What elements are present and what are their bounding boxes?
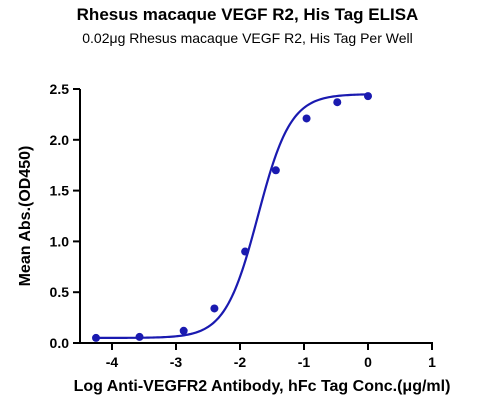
y-tick-label: 2.5 [50, 81, 70, 97]
data-point [333, 98, 342, 107]
data-point [92, 333, 100, 342]
y-axis-ticks: 0.0 0.5 1.0 1.5 2.0 2.5 [50, 81, 80, 351]
y-tick-label: 0.0 [50, 335, 70, 351]
data-point [179, 326, 188, 335]
data-point [271, 166, 280, 175]
data-point [364, 92, 372, 101]
data-point [241, 247, 250, 256]
y-axis-title: Mean Abs.(OD450) [17, 146, 34, 287]
y-tick-label: 1.0 [50, 233, 70, 249]
data-points [92, 92, 372, 342]
y-tick-label: 2.0 [50, 132, 70, 148]
x-tick-label: -2 [234, 354, 247, 370]
data-point [302, 114, 311, 123]
x-tick-label: -3 [170, 354, 183, 370]
y-tick-label: 0.5 [50, 284, 70, 300]
y-tick-label: 1.5 [50, 183, 70, 199]
data-point [210, 304, 219, 313]
data-point [135, 332, 144, 341]
x-axis-title: Log Anti-VEGFR2 Antibody, hFc Tag Conc.(… [74, 378, 451, 395]
fit-curve-line [96, 93, 369, 340]
x-tick-label: 1 [428, 354, 436, 370]
chart-title: Rhesus macaque VEGF R2, His Tag ELISA [76, 5, 419, 24]
x-axis-ticks: -4 -3 -2 -1 0 1 [106, 343, 436, 370]
x-tick-label: -4 [106, 354, 119, 370]
chart-subtitle: 0.02μg Rhesus macaque VEGF R2, His Tag P… [82, 30, 413, 46]
x-tick-label: -1 [298, 354, 311, 370]
x-tick-label: 0 [364, 354, 372, 370]
